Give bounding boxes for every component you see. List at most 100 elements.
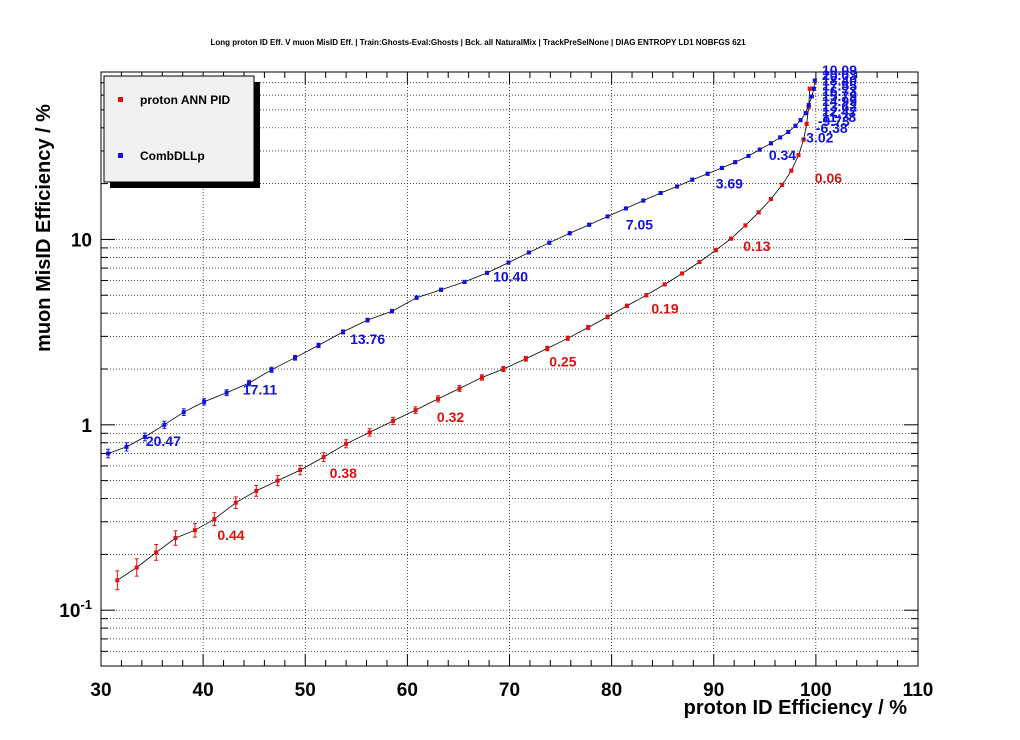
- data-point: [658, 190, 663, 195]
- data-point: [605, 314, 610, 319]
- plot-frame: [100, 71, 919, 667]
- series-proton-ann-pid: [115, 86, 812, 591]
- data-point: [523, 356, 528, 361]
- x-tick-label: 70: [499, 680, 520, 701]
- data-point: [321, 455, 326, 460]
- cut-value-label: 10.40: [493, 269, 528, 285]
- cut-value-label: -6.38: [816, 120, 848, 136]
- data-point: [705, 171, 710, 176]
- y-axis-title: muon MisID Efficiency / %: [33, 104, 55, 352]
- data-point: [341, 329, 346, 334]
- data-point: [586, 325, 591, 330]
- data-point: [365, 318, 370, 323]
- data-point: [778, 135, 783, 140]
- data-point: [224, 390, 229, 395]
- cut-value-label: 13.76: [350, 331, 385, 347]
- data-point: [547, 240, 552, 245]
- data-point: [124, 444, 129, 449]
- cut-value-label-stacked: 15.79: [822, 88, 857, 104]
- data-point: [801, 137, 806, 142]
- data-point: [142, 434, 147, 439]
- data-point: [414, 295, 419, 300]
- data-point: [565, 336, 570, 341]
- cut-value-label-stacked: 14.99: [822, 93, 857, 109]
- data-point: [746, 153, 751, 158]
- y-tick-label: 10-1: [59, 597, 92, 622]
- series-combdllp: [106, 78, 817, 459]
- cut-value-label: -3.02: [801, 129, 833, 145]
- x-tick-label: 30: [90, 680, 111, 701]
- cut-value-label-stacked: 17.55: [822, 78, 857, 94]
- data-point: [254, 488, 259, 493]
- cut-value-label: -9.73: [818, 113, 850, 129]
- data-point: [275, 478, 280, 483]
- data-point: [811, 86, 816, 91]
- x-tick-label: 40: [193, 680, 214, 701]
- data-point: [812, 78, 817, 83]
- series-layer: [106, 78, 817, 591]
- data-point: [809, 94, 814, 99]
- data-point: [439, 287, 444, 292]
- data-point: [798, 118, 803, 123]
- data-point: [729, 236, 734, 241]
- x-axis-title: proton ID Efficiency / %: [684, 697, 908, 719]
- cut-value-label: 0.38: [330, 465, 357, 481]
- data-point: [479, 375, 484, 380]
- data-point: [719, 165, 724, 170]
- cut-value-label: 0.44: [217, 527, 244, 543]
- data-point: [623, 206, 628, 211]
- data-point: [680, 271, 685, 276]
- data-point: [796, 153, 801, 158]
- data-point: [269, 367, 274, 372]
- data-point: [789, 168, 794, 173]
- data-point: [390, 309, 395, 314]
- cut-value-label-stacked: 10.09: [822, 62, 857, 78]
- plot-border: [100, 71, 919, 667]
- cut-value-label: 17.11: [243, 382, 277, 398]
- data-point: [624, 303, 629, 308]
- data-point: [768, 141, 773, 146]
- x-tick-label: 50: [295, 680, 316, 701]
- data-point: [605, 214, 610, 219]
- cut-value-label: 0.06: [815, 170, 842, 186]
- chart-title: Long proton ID Eff. V muon MisID Eff. | …: [210, 38, 746, 47]
- data-point: [247, 381, 252, 386]
- data-point: [293, 355, 298, 360]
- cut-value-label-stacked: 11.78: [822, 109, 856, 125]
- data-point: [713, 248, 718, 253]
- cut-value-label: 0.34: [769, 147, 796, 163]
- data-point: [233, 500, 238, 505]
- legend: proton ANN PID CombDLLp: [103, 75, 260, 188]
- cut-value-label: 0.25: [549, 353, 576, 369]
- data-point: [316, 343, 321, 348]
- legend-swatch-combdllp: [118, 153, 123, 158]
- data-point: [804, 121, 809, 126]
- data-point: [162, 422, 167, 427]
- x-tick-label: 60: [397, 680, 418, 701]
- data-point: [106, 451, 111, 456]
- data-point: [644, 293, 649, 298]
- data-point: [733, 160, 738, 165]
- cut-value-label: 20.47: [146, 433, 181, 449]
- data-point: [567, 231, 572, 236]
- data-point: [587, 222, 592, 227]
- data-point: [457, 386, 462, 391]
- x-tick-label: 90: [703, 680, 724, 701]
- cut-value-label-stacked: 12.47: [822, 104, 857, 120]
- data-point: [807, 86, 812, 91]
- cut-value-label: 3.69: [716, 176, 743, 192]
- cut-value-label: 0.32: [437, 409, 464, 425]
- data-point: [462, 279, 467, 284]
- data-point: [154, 550, 159, 555]
- x-tick-label: 80: [601, 680, 622, 701]
- data-point: [173, 536, 178, 541]
- data-point: [662, 282, 667, 287]
- data-point: [526, 250, 531, 255]
- cut-value-label-stacked: 16.73: [822, 83, 857, 99]
- legend-label-proton-ann-pid: proton ANN PID: [140, 93, 231, 107]
- data-point: [768, 197, 773, 202]
- data-point: [485, 270, 490, 275]
- data-point: [803, 111, 808, 116]
